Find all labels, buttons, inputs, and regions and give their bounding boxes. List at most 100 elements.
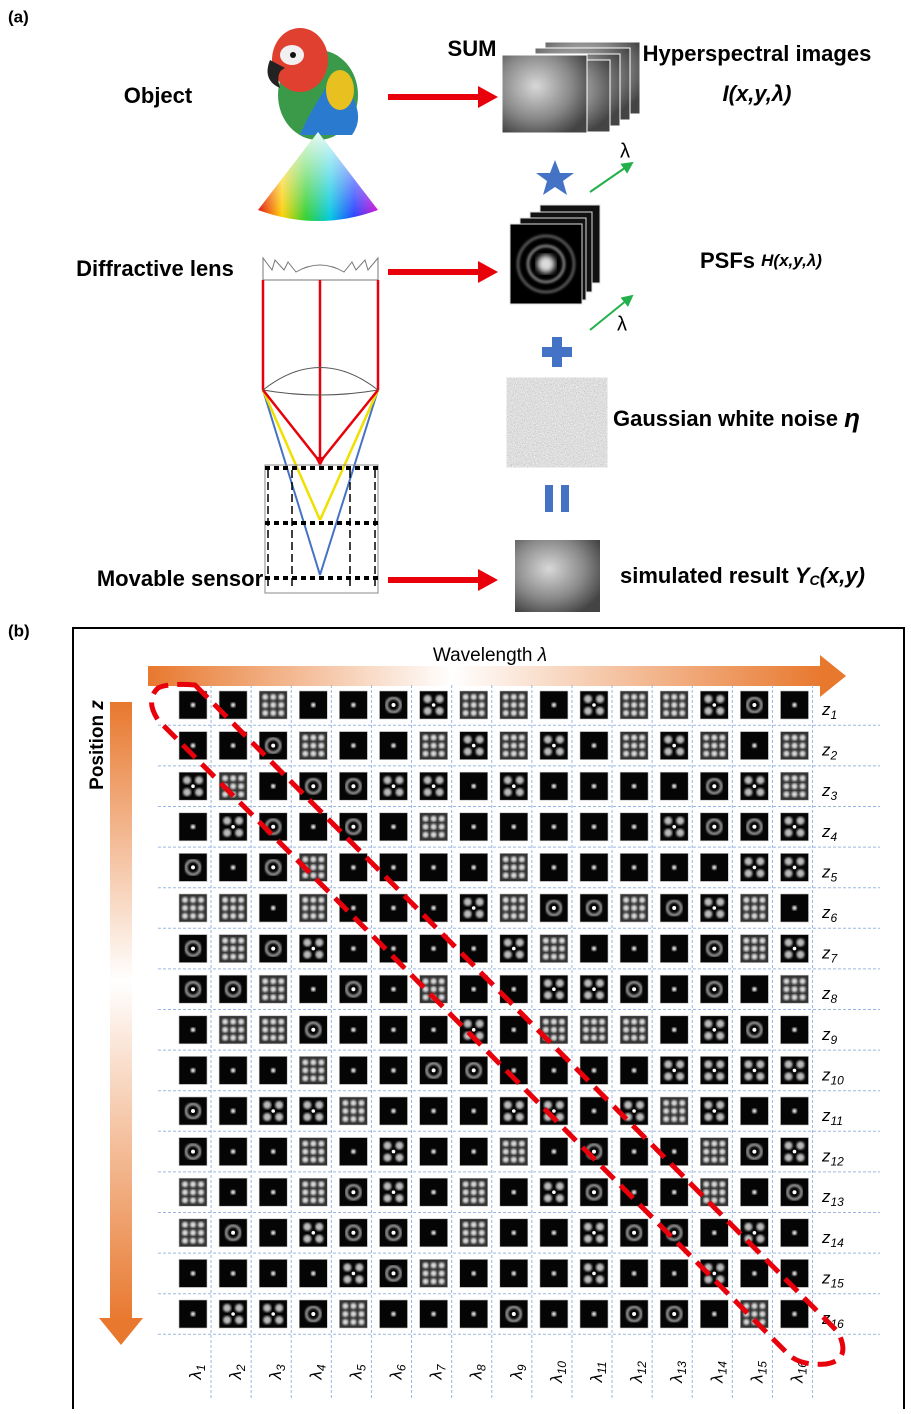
psf-thumbnail: [380, 772, 408, 800]
psf-thumbnail: [339, 1138, 367, 1166]
column-label: λ14: [708, 1361, 730, 1384]
column-label: λ11: [587, 1362, 609, 1384]
psf-thumbnail: [179, 935, 207, 963]
column-label: λ9: [507, 1364, 529, 1380]
psf-thumbnail: [781, 1016, 809, 1044]
psf-thumbnail: [781, 772, 809, 800]
psf-thumbnail: [740, 1259, 768, 1287]
psf-thumbnail: [580, 772, 608, 800]
psf-thumbnail: [219, 1219, 247, 1247]
psf-thumbnail: [580, 691, 608, 719]
position-arrow: [99, 702, 143, 1345]
psf-thumbnail: [740, 732, 768, 760]
psf-thumbnail: [740, 1300, 768, 1328]
psf-thumbnail: [660, 772, 688, 800]
hyperspectral-stack: [502, 42, 640, 133]
psf-thumbnail: [660, 691, 688, 719]
psf-thumbnail: [259, 1097, 287, 1125]
column-label: λ13: [668, 1361, 690, 1384]
psf-thumbnail: [420, 1138, 448, 1166]
psf-thumbnail: [540, 1219, 568, 1247]
psf-thumbnail: [660, 1259, 688, 1287]
psf-thumbnail: [219, 1138, 247, 1166]
psf-thumbnail: [740, 1097, 768, 1125]
column-label: λ10: [547, 1361, 569, 1384]
psf-thumbnail: [420, 1219, 448, 1247]
psf-thumbnail: [580, 1300, 608, 1328]
lambda-arrow: [590, 163, 632, 192]
psf-thumbnail: [781, 691, 809, 719]
psf-thumbnail: [179, 813, 207, 841]
optical-path: [263, 258, 378, 593]
psf-thumbnail: [219, 935, 247, 963]
psf-thumbnail: [299, 1138, 327, 1166]
psf-thumbnail: [380, 1259, 408, 1287]
psf-thumbnail: [299, 813, 327, 841]
psf-thumbnail: [299, 1178, 327, 1206]
psf-thumbnail: [299, 935, 327, 963]
lens-label: Diffractive lens: [76, 256, 234, 281]
psf-thumbnail: [620, 813, 648, 841]
sensor-label: Movable sensor: [97, 566, 264, 591]
psf-thumbnail: [740, 1016, 768, 1044]
convolution-star: [536, 160, 574, 195]
psf-thumbnail: [580, 1178, 608, 1206]
figure: (a) Object Diffractive lens: [0, 0, 911, 1409]
psf-thumbnail: [420, 772, 448, 800]
psf-thumbnail: [500, 1138, 528, 1166]
psf-thumbnail: [540, 1056, 568, 1084]
result-image: [515, 540, 600, 612]
psf-thumbnail: [380, 853, 408, 881]
psf-thumbnail: [540, 1138, 568, 1166]
psf-thumbnail: [540, 691, 568, 719]
psf-thumbnail: [660, 1056, 688, 1084]
psf-thumbnail: [580, 732, 608, 760]
psf-thumbnail: [179, 1259, 207, 1287]
psf-thumbnail: [420, 1300, 448, 1328]
plus-sign: [542, 337, 572, 367]
psf-thumbnail: [740, 1219, 768, 1247]
psf-thumbnail: [460, 691, 488, 719]
psf-thumbnail: [380, 1138, 408, 1166]
psf-thumbnail: [219, 1300, 247, 1328]
psf-thumbnail: [580, 1219, 608, 1247]
psf-thumbnail: [179, 1219, 207, 1247]
psf-thumbnail: [781, 1056, 809, 1084]
psf-thumbnail: [781, 935, 809, 963]
psf-thumbnail: [700, 935, 728, 963]
psf-thumbnail: [660, 894, 688, 922]
psf-thumbnail: [259, 1016, 287, 1044]
row-label: z12: [821, 1147, 844, 1169]
psf-thumbnail: [740, 813, 768, 841]
psf-thumbnail: [420, 1097, 448, 1125]
psf-thumbnail: [740, 853, 768, 881]
psf-thumbnail: [420, 1259, 448, 1287]
psf-thumbnail: [339, 1016, 367, 1044]
psf-thumbnail: [781, 1097, 809, 1125]
psf-thumbnail: [460, 975, 488, 1003]
psf-thumbnail: [259, 1219, 287, 1247]
psf-thumbnail: [339, 732, 367, 760]
column-label: λ2: [227, 1364, 249, 1380]
column-label: λ15: [748, 1361, 770, 1384]
psf-thumbnail: [460, 813, 488, 841]
psf-thumbnail: [219, 1056, 247, 1084]
psf-thumbnail: [179, 772, 207, 800]
psf-thumbnail: [219, 853, 247, 881]
psf-thumbnail: [179, 853, 207, 881]
psf-thumbnail: [219, 1259, 247, 1287]
psf-thumbnail: [219, 1016, 247, 1044]
psf-thumbnail: [219, 894, 247, 922]
flow-arrows: [388, 86, 498, 591]
psf-thumbnail: [620, 1300, 648, 1328]
psf-thumbnail: [540, 975, 568, 1003]
psf-thumbnail: [740, 975, 768, 1003]
psf-thumbnail: [540, 853, 568, 881]
diagonal-highlight: [152, 684, 843, 1364]
psf-label: PSFs H(x,y,λ): [700, 248, 822, 273]
psf-thumbnail: [339, 1178, 367, 1206]
psf-thumbnail: [781, 1219, 809, 1247]
psf-thumbnail: [620, 732, 648, 760]
psf-thumbnail: [179, 975, 207, 1003]
psf-thumbnail: [259, 935, 287, 963]
